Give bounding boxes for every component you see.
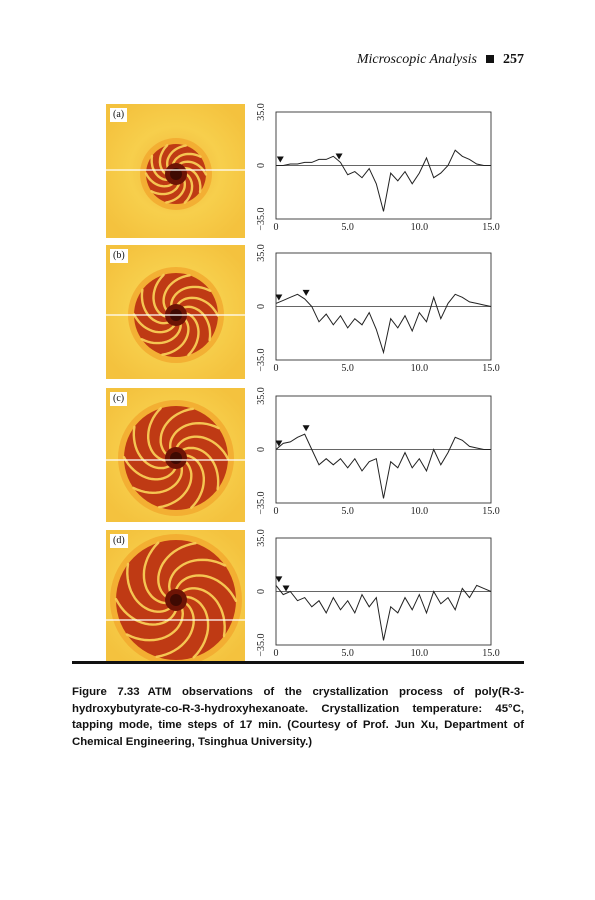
cursor-marker-icon [282, 585, 290, 592]
y-tick-label: 35.0 [256, 244, 267, 262]
cursor-marker-icon [302, 289, 310, 296]
y-tick-label: −35.0 [256, 348, 267, 371]
afm-image-graphic [106, 388, 245, 522]
running-header-section: Microscopic Analysis [356, 52, 477, 67]
x-tick-label: 15.0 [482, 363, 500, 374]
x-tick-label: 10.0 [411, 363, 429, 374]
y-tick-label: 35.0 [256, 387, 267, 405]
afm-image-graphic [106, 104, 245, 238]
x-tick-label: 15.0 [482, 648, 500, 659]
cursor-marker-icon [302, 425, 310, 432]
panel-tag-c: (c) [110, 392, 128, 406]
x-tick-label: 0 [274, 222, 279, 233]
y-tick-label: 35.0 [256, 103, 267, 121]
cursor-marker-icon [276, 156, 284, 163]
panel-tag-d: (d) [110, 534, 128, 548]
x-tick-label: 10.0 [411, 506, 429, 517]
y-tick-label: −35.0 [256, 633, 267, 656]
x-tick-label: 5.0 [341, 363, 354, 374]
y-tick-label: 0 [256, 589, 267, 594]
page-number: 257 [503, 52, 524, 67]
profile-plot-graphic: 0 5.0 10.0 15.0 −35.0 0 35.0 [256, 244, 500, 374]
y-tick-label: 0 [256, 304, 267, 309]
x-tick-label: 0 [274, 363, 279, 374]
afm-image-d: (d) [106, 530, 245, 664]
profile-plot-graphic: 0 5.0 10.0 15.0 −35.0 0 35.0 [256, 387, 500, 517]
panel-tag-a: (a) [110, 108, 128, 122]
x-tick-label: 5.0 [341, 506, 354, 517]
afm-image-a: (a) [106, 104, 245, 238]
x-tick-label: 10.0 [411, 222, 429, 233]
cursor-marker-icon [275, 294, 283, 301]
afm-image-c: (c) [106, 388, 245, 522]
profile-plot-b: 0 5.0 10.0 15.0 −35.0 0 35.0 [248, 244, 500, 379]
height-profile-line [275, 433, 491, 499]
cursor-marker-icon [275, 440, 283, 447]
y-tick-label: −35.0 [256, 491, 267, 514]
afm-image-graphic [106, 245, 245, 379]
x-tick-label: 5.0 [341, 222, 354, 233]
x-tick-label: 0 [274, 506, 279, 517]
profile-plot-c: 0 5.0 10.0 15.0 −35.0 0 35.0 [248, 387, 500, 522]
cursor-marker-icon [275, 576, 283, 583]
running-header: Microscopic Analysis 257 [0, 52, 524, 68]
y-tick-label: 0 [256, 447, 267, 452]
figure-caption: Figure 7.33 ATM observations of the cryst… [72, 684, 524, 750]
figure-caption-text: ATM observations of the crystallization … [72, 686, 524, 748]
x-tick-label: 5.0 [341, 648, 354, 659]
height-profile-line [276, 149, 491, 212]
figure-label: Figure 7.33 [72, 686, 140, 698]
x-tick-label: 10.0 [411, 648, 429, 659]
cursor-marker-icon [335, 153, 343, 160]
profile-plot-graphic: 0 5.0 10.0 15.0 −35.0 0 35.0 [256, 103, 500, 233]
profile-plot-graphic: 0 5.0 10.0 15.0 −35.0 0 35.0 [256, 529, 500, 659]
x-tick-label: 15.0 [482, 222, 500, 233]
x-tick-label: 0 [274, 648, 279, 659]
y-tick-label: −35.0 [256, 207, 267, 230]
height-profile-line [275, 293, 492, 355]
y-tick-label: 35.0 [256, 529, 267, 547]
afm-image-graphic [106, 530, 245, 664]
y-tick-label: 0 [256, 163, 267, 168]
height-profile-line [275, 584, 492, 641]
panel-tag-b: (b) [110, 249, 128, 263]
profile-plot-a: 0 5.0 10.0 15.0 −35.0 0 35.0 [248, 103, 500, 238]
figure-rule [72, 661, 524, 664]
square-bullet-icon [486, 55, 494, 64]
x-tick-label: 15.0 [482, 506, 500, 517]
afm-image-b: (b) [106, 245, 245, 379]
profile-plot-d: 0 5.0 10.0 15.0 −35.0 0 35.0 [248, 529, 500, 664]
